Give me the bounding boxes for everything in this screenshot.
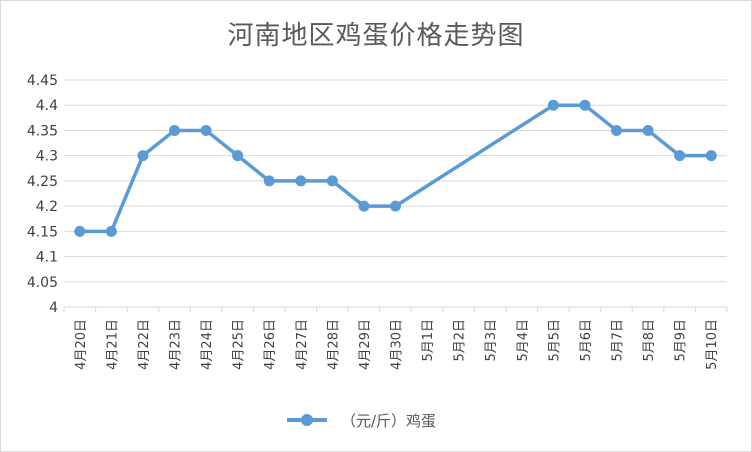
y-tick-label: 4.45 [27, 73, 58, 89]
data-point [705, 150, 717, 162]
x-tick-label: 5月3日 [484, 319, 499, 362]
plot-area: 4 4.05 4.1 4.15 4.2 4.25 4.3 4.35 4.4 4.45 4月20日 4月… [27, 73, 728, 370]
x-tick-label: 4月25日 [232, 319, 247, 370]
data-point [579, 99, 591, 111]
x-tick-label: 5月10日 [705, 319, 720, 370]
x-tick-label: 5月2日 [453, 319, 468, 362]
legend-label: （元/斤）鸡蛋 [341, 411, 437, 430]
data-point [547, 99, 559, 111]
data-point [390, 200, 401, 212]
chart-title: 河南地区鸡蛋价格走势图 [227, 21, 525, 51]
x-tick-label: 5月1日 [421, 319, 436, 362]
x-tick-label: 5月5日 [547, 319, 562, 362]
y-tick-label: 4.35 [27, 123, 58, 139]
data-point [326, 175, 338, 187]
x-tick-label: 5月9日 [674, 319, 689, 362]
data-point [611, 124, 622, 136]
data-point [74, 225, 86, 237]
y-tick-label: 4.4 [36, 98, 58, 114]
y-tick-label: 4.2 [36, 199, 58, 215]
y-tick-label: 4.3 [36, 149, 58, 165]
x-tick-label: 4月20日 [74, 319, 89, 370]
data-point [169, 124, 180, 136]
y-tick-label: 4.25 [27, 174, 58, 190]
x-tick-label: 4月27日 [295, 319, 310, 370]
x-tick-label: 5月4日 [516, 319, 531, 362]
x-tick-label: 4月23日 [169, 319, 184, 370]
x-tick-label: 5月6日 [579, 319, 594, 362]
x-tick-label: 5月7日 [611, 319, 626, 362]
data-point [358, 200, 370, 212]
x-tick-label: 4月21日 [105, 319, 120, 370]
data-point [674, 150, 686, 162]
x-tick-label: 4月28日 [326, 319, 341, 370]
data-point [200, 124, 212, 136]
data-point [232, 150, 244, 162]
series-line [79, 103, 712, 234]
x-tick-label: 4月26日 [263, 319, 278, 370]
data-point [263, 175, 275, 187]
data-point [295, 175, 307, 187]
x-tick-label: 4月29日 [358, 319, 373, 370]
data-point [137, 150, 149, 162]
x-tick-label: 5月8日 [642, 319, 657, 362]
data-point [642, 124, 654, 136]
y-tick-label: 4.05 [27, 275, 58, 291]
x-tick-label: 4月30日 [390, 319, 405, 370]
data-point [105, 225, 117, 237]
legend-marker [287, 414, 327, 426]
legend: （元/斤）鸡蛋 [287, 409, 436, 431]
x-tick-label: 4月22日 [137, 319, 152, 370]
y-tick-label: 4.15 [27, 224, 58, 240]
x-tick-label: 4月24日 [200, 319, 215, 370]
y-tick-label: 4.1 [36, 250, 58, 266]
legend-marker-dot [301, 414, 313, 426]
y-tick-label: 4 [49, 300, 58, 316]
